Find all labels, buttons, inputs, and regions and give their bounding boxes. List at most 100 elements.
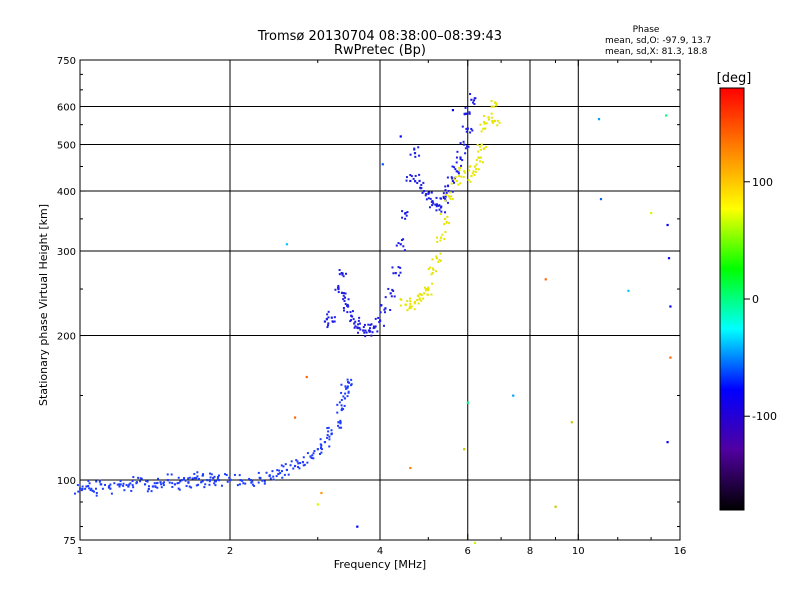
data-point [400,239,403,242]
data-point [123,489,126,492]
data-point [299,462,302,465]
data-point [431,282,434,285]
data-point [393,295,396,298]
data-point [171,485,174,488]
y-tick-label: 75 [63,536,76,547]
data-point [251,480,254,483]
data-point [402,245,405,248]
data-point [282,465,285,468]
data-point [131,484,134,487]
data-point [449,197,452,200]
data-point [466,145,469,148]
data-point [76,484,79,487]
data-point [356,326,359,329]
data-point [333,316,336,319]
data-point [461,159,464,162]
data-point [431,267,434,270]
data-point [203,486,206,489]
data-point [469,180,472,183]
data-point [268,474,271,477]
data-point [365,331,368,334]
data-point [347,390,350,393]
data-point [384,296,387,299]
data-point [342,292,345,295]
data-point [347,391,350,394]
data-point [319,438,322,441]
data-point [351,315,354,318]
data-point [209,476,212,479]
data-point [338,269,341,272]
data-point [453,181,456,184]
data-point [402,238,405,241]
data-point [309,455,312,458]
data-point [301,461,305,464]
data-point [451,198,454,201]
data-point [213,480,216,483]
data-point [327,426,330,429]
data-point [368,330,371,333]
data-point [443,237,446,240]
data-point [107,486,110,489]
data-point [481,161,484,164]
data-point [280,464,283,467]
data-point [345,387,348,390]
data-point [244,482,247,485]
data-point [416,294,419,297]
data-point [284,463,287,466]
data-point [311,454,314,457]
data-point [399,135,402,138]
data-point [435,209,438,212]
data-point [337,421,340,424]
data-point [446,201,449,204]
data-point [229,478,232,481]
data-point [422,190,426,193]
data-point [253,484,256,487]
data-point [439,197,442,200]
data-point [81,485,84,488]
data-point [399,266,402,269]
y-tick-label: 600 [57,103,76,114]
data-point [666,223,669,227]
data-point [667,257,671,260]
data-point [194,477,197,480]
data-point [118,485,121,488]
data-point [277,472,280,476]
data-point [464,171,467,174]
data-point [419,187,422,190]
data-point [185,484,188,487]
data-point [490,105,493,108]
data-point [405,176,408,179]
data-point [146,490,149,493]
data-point [269,477,272,480]
data-point [297,462,300,465]
data-point [431,204,434,207]
stats-title: Phase [633,25,660,35]
data-point [346,304,349,307]
data-point [183,477,186,480]
data-point [184,479,187,482]
data-point [220,484,223,487]
data-point [412,177,415,180]
data-point [426,293,429,296]
y-tick-label: 200 [57,332,76,343]
data-point [389,309,392,312]
data-point [344,303,347,306]
data-point [344,292,347,295]
data-point [347,298,350,301]
data-point [495,102,498,105]
data-point [408,307,411,310]
data-point [326,427,329,430]
data-point [342,395,345,398]
data-point [444,195,447,198]
data-point [363,323,366,326]
data-point [438,204,441,207]
data-points [74,93,672,544]
data-point [95,480,98,483]
data-point [479,160,482,163]
data-point [435,196,438,199]
data-point [650,212,653,215]
data-point [349,320,352,323]
data-point [390,295,393,298]
data-point [410,305,413,308]
data-point [279,472,282,475]
